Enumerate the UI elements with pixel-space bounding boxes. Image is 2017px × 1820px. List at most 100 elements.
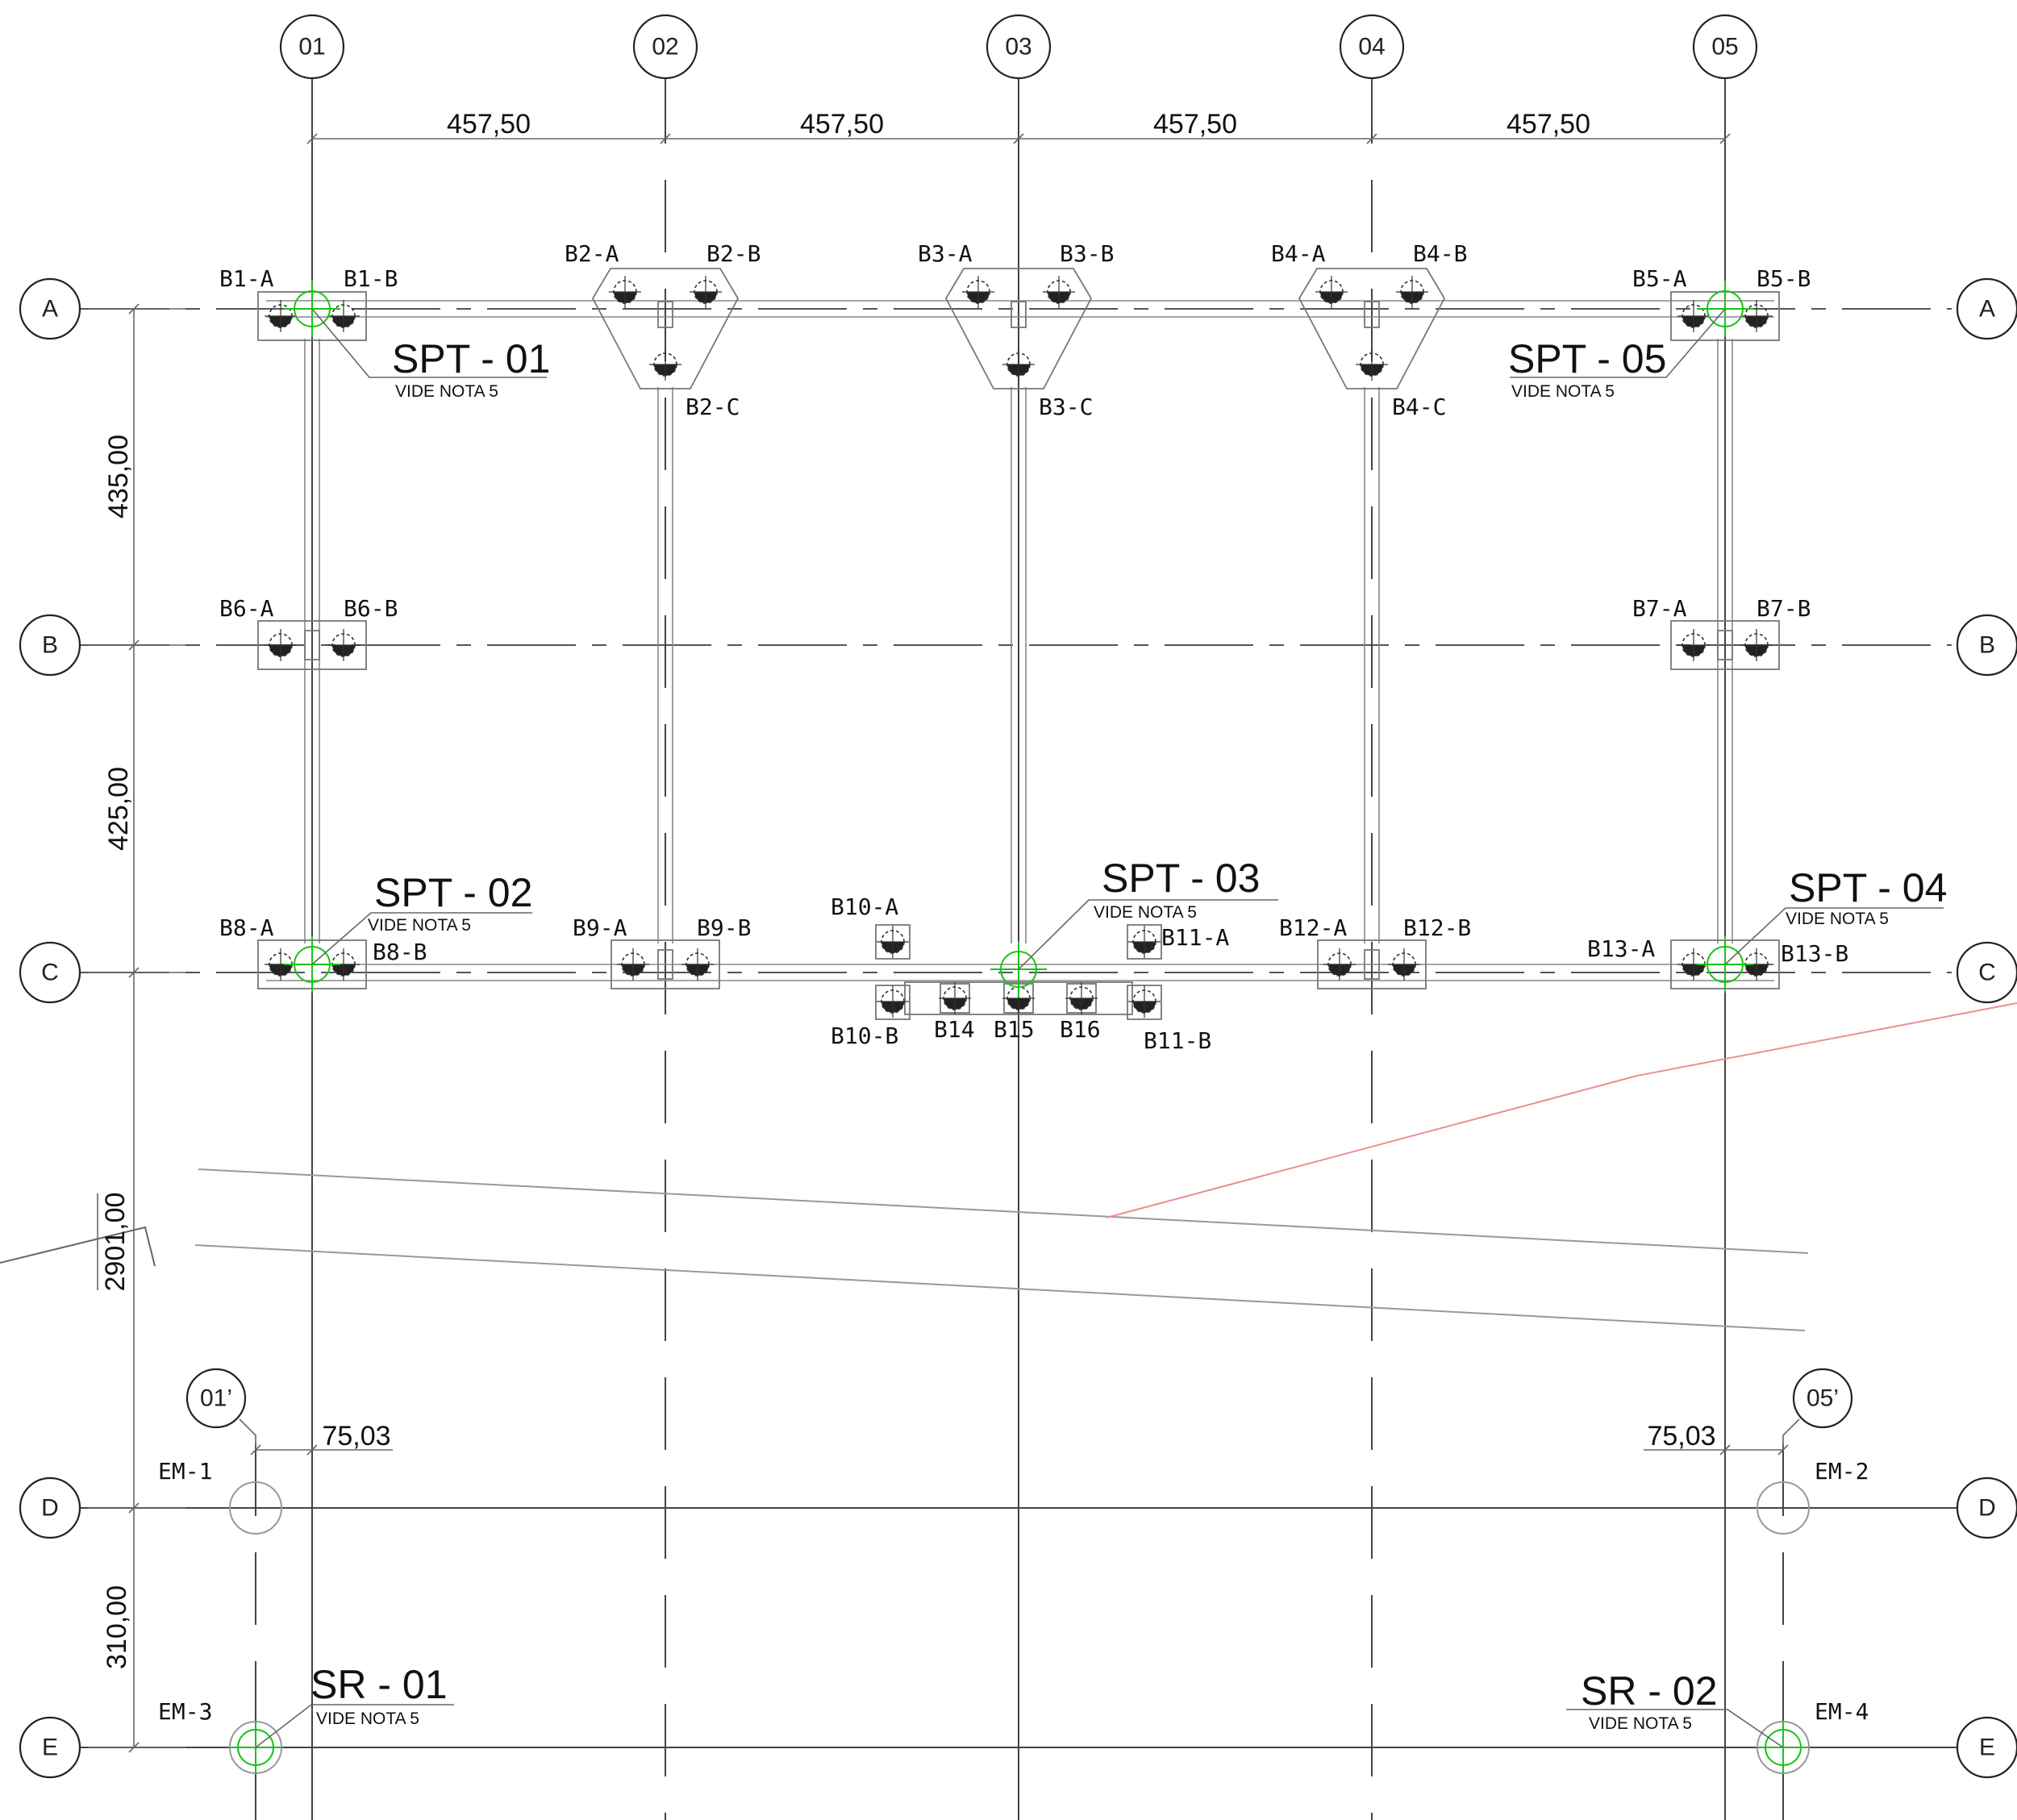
label-em2: EM-2: [1815, 1458, 1869, 1485]
bubble-row-a-left: A: [42, 296, 58, 323]
label-b4b: B4-B: [1413, 240, 1467, 267]
spt05-title: SPT - 05: [1508, 336, 1666, 381]
dim-span-03-04: 457,50: [1153, 109, 1237, 140]
label-b1a: B1-A: [219, 265, 274, 292]
bubble-col-05: 05: [1711, 34, 1738, 60]
horizontal-grid-lines: [81, 308, 1960, 1748]
em1-marker: [229, 1481, 282, 1535]
pile-b1b-symbol: [327, 300, 360, 332]
grid-bubbles: 01 02 03 04 05 A B C D E A B C D E 01’ 0…: [19, 14, 2017, 1779]
label-b4c: B4-C: [1392, 394, 1446, 420]
dim-span-b-c: 425,00: [103, 767, 134, 851]
terrain-lines: [0, 1002, 2017, 1331]
pile-b4c-symbol: [1356, 348, 1388, 381]
spt02-title: SPT - 02: [374, 870, 532, 915]
pile-b4b-symbol: [1396, 276, 1428, 308]
spt04-note: VIDE NOTA 5: [1786, 910, 1889, 928]
label-b10b: B10-B: [831, 1022, 898, 1049]
cap-b10a: [875, 924, 911, 960]
pile-b5a-symbol: [1677, 300, 1710, 332]
pile-b5b-symbol: [1740, 300, 1773, 332]
label-b16: B16: [1060, 1016, 1101, 1043]
label-b3a: B3-A: [918, 240, 973, 267]
leader-lines: [255, 308, 1944, 1748]
spt05-note: VIDE NOTA 5: [1511, 382, 1615, 401]
pile-b2b-symbol: [690, 276, 722, 308]
sr01-note: VIDE NOTA 5: [316, 1710, 419, 1728]
cap-b4: [1298, 268, 1446, 389]
pile-labels: B1-A B1-B B2-A B2-B B2-C B3-A B3-B B3-C …: [219, 240, 1848, 1054]
pile-b16-symbol: [1065, 982, 1098, 1014]
label-em4: EM-4: [1815, 1698, 1869, 1725]
cap-b9: [611, 939, 720, 989]
pile-b9b-symbol: [681, 948, 714, 981]
label-b2a: B2-A: [565, 240, 619, 267]
pile-b2c-symbol: [649, 348, 681, 381]
cap-b7: [1670, 620, 1780, 670]
pile-b1a-symbol: [265, 300, 297, 332]
pile-b2a-symbol: [609, 276, 641, 308]
label-b15: B15: [994, 1016, 1035, 1043]
dim-span-02-03: 457,50: [800, 109, 884, 140]
dimension-texts: 457,50 457,50 457,50 457,50 435,00 425,0…: [100, 109, 1716, 1669]
label-b10a: B10-A: [831, 893, 898, 920]
bubble-row-c-left: C: [41, 960, 59, 986]
bubble-row-d-right: D: [1978, 1495, 1996, 1522]
label-b12b: B12-B: [1403, 914, 1471, 941]
pile-b7a-symbol: [1677, 629, 1710, 661]
pile-b11b-symbol: [1128, 985, 1161, 1018]
label-b5b: B5-B: [1757, 265, 1811, 292]
pile-b12b-symbol: [1388, 948, 1420, 981]
sr02-note: VIDE NOTA 5: [1589, 1714, 1692, 1733]
label-em1: EM-1: [158, 1458, 212, 1485]
cap-b12: [1317, 939, 1427, 989]
bubble-col-01-prime: 01’: [200, 1385, 232, 1412]
bubble-row-a-right: A: [1979, 296, 1995, 323]
bubble-row-b-right: B: [1979, 632, 1995, 659]
bubble-col-02: 02: [652, 34, 678, 60]
em-labels: EM-1 EM-2 EM-3 EM-4: [158, 1458, 1869, 1725]
bubble-row-e-right: E: [1979, 1735, 1995, 1761]
label-b7a: B7-A: [1632, 595, 1687, 622]
spt03-note: VIDE NOTA 5: [1094, 903, 1197, 922]
label-b6b: B6-B: [344, 595, 398, 622]
sr02-title: SR - 02: [1581, 1668, 1718, 1714]
borehole-labels: SPT - 01 VIDE NOTA 5 SPT - 05 VIDE NOTA …: [310, 336, 1947, 1733]
bubble-row-b-left: B: [42, 632, 58, 659]
pile-b6b-symbol: [327, 629, 360, 661]
dim-span-01-02: 457,50: [447, 109, 531, 140]
dim-span-04-05: 457,50: [1506, 109, 1590, 140]
cap-b6: [257, 620, 367, 670]
label-b3c: B3-C: [1039, 394, 1093, 420]
label-b9a: B9-A: [573, 914, 627, 941]
spt01-title: SPT - 01: [392, 336, 550, 381]
cap-b2: [591, 268, 740, 389]
cap-b11a: [1127, 924, 1162, 960]
label-b5a: B5-A: [1632, 265, 1687, 292]
label-b8b: B8-B: [373, 939, 427, 965]
dim-span-a-b: 435,00: [103, 435, 134, 519]
label-b2b: B2-B: [706, 240, 761, 267]
em2-marker: [1757, 1481, 1810, 1535]
pile-b3c-symbol: [1002, 348, 1035, 381]
label-b12a: B12-A: [1279, 914, 1347, 941]
pile-b6a-symbol: [265, 629, 297, 661]
label-b6a: B6-A: [219, 595, 274, 622]
pile-b4a-symbol: [1315, 276, 1348, 308]
dimension-lines: [89, 133, 1800, 1753]
dim-span-d-e: 310,00: [102, 1585, 132, 1669]
spt04-title: SPT - 04: [1789, 865, 1947, 910]
pile-b3a-symbol: [962, 276, 994, 308]
pile-b9a-symbol: [617, 948, 649, 981]
spt03-title: SPT - 03: [1102, 856, 1260, 901]
label-b4a: B4-A: [1271, 240, 1326, 267]
pile-b11a-symbol: [1128, 926, 1161, 958]
bubble-col-04: 04: [1358, 34, 1385, 60]
label-b13b: B13-B: [1781, 940, 1848, 967]
red-line: [1106, 1002, 2017, 1218]
label-b13a: B13-A: [1587, 935, 1655, 962]
label-b9b: B9-B: [697, 914, 751, 941]
label-em3: EM-3: [158, 1698, 212, 1725]
label-b1b: B1-B: [344, 265, 398, 292]
